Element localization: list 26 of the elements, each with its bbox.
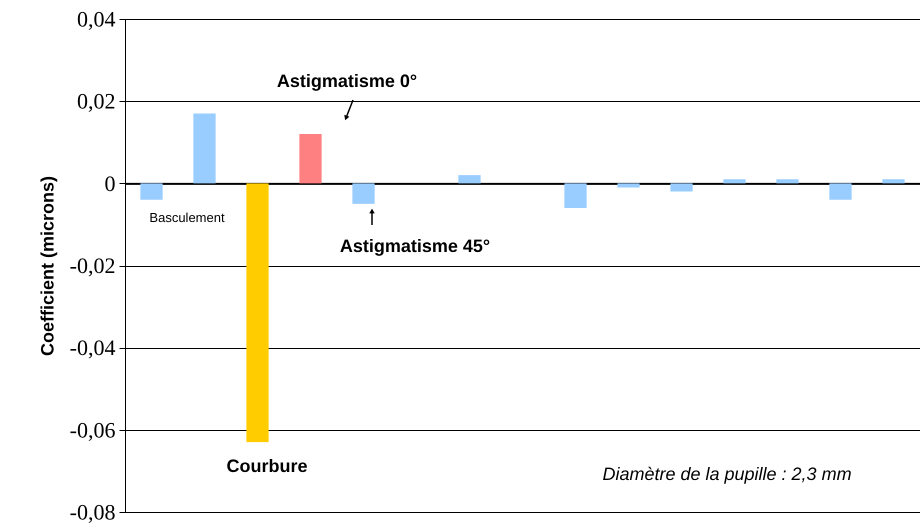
bar (670, 183, 693, 192)
annotation: Courbure (226, 456, 308, 476)
y-axis-title: Coefficient (microns) (38, 176, 58, 356)
bar (723, 179, 746, 184)
bar (246, 183, 269, 442)
annotation: Basculement (149, 210, 225, 225)
annotation: Astigmatisme 45° (340, 236, 490, 256)
bar (617, 183, 640, 188)
bar (458, 175, 481, 184)
bar (193, 113, 216, 184)
annotation: Astigmatisme 0° (276, 71, 418, 91)
bar (829, 183, 852, 200)
bar (882, 179, 905, 184)
bar (140, 183, 163, 200)
y-tick-label: -0,02 (70, 253, 116, 278)
annotation: Diamètre de la pupille : 2,3 mm (602, 464, 852, 484)
y-tick-label: -0,08 (70, 500, 116, 524)
y-tick-label: 0,02 (77, 88, 116, 114)
y-tick-label: -0,04 (70, 335, 116, 360)
bar (776, 179, 799, 184)
bar (352, 183, 375, 204)
y-tick-label: 0 (104, 170, 116, 196)
bar (299, 134, 322, 184)
y-tick-label: -0,06 (70, 417, 116, 442)
bar (564, 183, 587, 208)
y-tick-label: 0,04 (77, 6, 116, 32)
